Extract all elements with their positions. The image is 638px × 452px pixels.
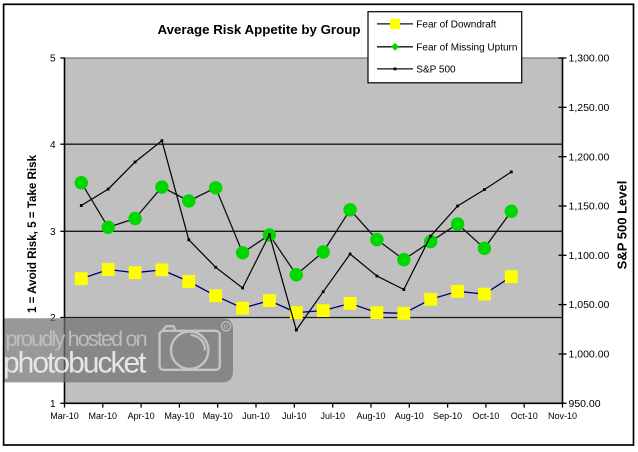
- svg-text:proudly hosted on: proudly hosted on: [6, 327, 147, 351]
- svg-text:Jul-10: Jul-10: [282, 411, 307, 421]
- svg-text:1 = Avoid Risk, 5 = Take Risk: 1 = Avoid Risk, 5 = Take Risk: [26, 154, 39, 313]
- svg-text:Sep-10: Sep-10: [433, 411, 462, 421]
- svg-text:photobucket: photobucket: [3, 347, 147, 380]
- svg-text:Mar-10: Mar-10: [50, 411, 79, 421]
- svg-text:1,200.00: 1,200.00: [569, 151, 610, 163]
- svg-text:Aug-10: Aug-10: [395, 411, 424, 421]
- svg-text:May-10: May-10: [164, 411, 194, 421]
- svg-text:Aug-10: Aug-10: [356, 411, 385, 421]
- svg-text:Jul-10: Jul-10: [320, 411, 345, 421]
- svg-text:Mar-10: Mar-10: [89, 411, 118, 421]
- svg-text:Oct-10: Oct-10: [511, 411, 538, 421]
- svg-text:5: 5: [50, 54, 56, 65]
- svg-text:S&P 500: S&P 500: [416, 65, 456, 76]
- svg-text:Fear of Downdraft: Fear of Downdraft: [416, 20, 496, 31]
- svg-text:1,250.00: 1,250.00: [569, 102, 610, 114]
- svg-text:Oct-10: Oct-10: [472, 411, 499, 421]
- svg-text:1,150.00: 1,150.00: [569, 201, 610, 213]
- svg-text:1: 1: [50, 399, 56, 410]
- svg-text:1,000.00: 1,000.00: [569, 349, 610, 361]
- svg-text:4: 4: [50, 140, 56, 151]
- svg-text:Apr-10: Apr-10: [128, 411, 155, 421]
- svg-text:1,050.00: 1,050.00: [569, 299, 610, 311]
- svg-text:1,100.00: 1,100.00: [569, 250, 610, 262]
- svg-text:3: 3: [50, 227, 56, 238]
- svg-text:Fear of Missing Upturn: Fear of Missing Upturn: [416, 43, 517, 54]
- svg-text:Nov-10: Nov-10: [548, 411, 577, 421]
- svg-text:R: R: [224, 324, 229, 331]
- svg-text:Jun-10: Jun-10: [242, 411, 270, 421]
- svg-text:950.00: 950.00: [569, 398, 601, 410]
- svg-text:1,300.00: 1,300.00: [569, 53, 610, 65]
- svg-text:May-10: May-10: [203, 411, 233, 421]
- svg-text:S&P 500 Level: S&P 500 Level: [615, 181, 630, 270]
- svg-text:Average Risk Appetite by Group: Average Risk Appetite by Group: [158, 22, 361, 37]
